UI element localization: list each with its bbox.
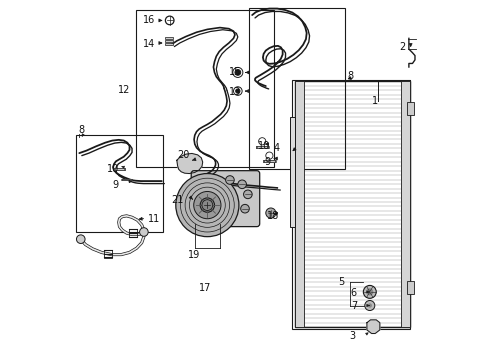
Bar — [264, 160, 275, 162]
Text: 5: 5 — [338, 277, 344, 287]
Text: 14: 14 — [143, 39, 155, 49]
Bar — [115, 168, 124, 170]
Circle shape — [364, 285, 376, 298]
Bar — [115, 168, 124, 170]
Text: 21: 21 — [172, 195, 184, 205]
Circle shape — [236, 89, 240, 93]
Polygon shape — [177, 153, 203, 174]
Text: 8: 8 — [347, 71, 353, 81]
Bar — [129, 229, 137, 237]
Circle shape — [244, 190, 252, 199]
Text: 17: 17 — [199, 283, 212, 293]
Text: 6: 6 — [351, 288, 357, 298]
Text: 3: 3 — [349, 331, 355, 341]
Circle shape — [194, 192, 221, 219]
Text: 10: 10 — [258, 141, 270, 151]
Bar — [76, 135, 163, 232]
Bar — [256, 146, 268, 148]
Text: 18: 18 — [267, 211, 279, 221]
Bar — [407, 102, 414, 115]
Text: 8: 8 — [78, 125, 84, 135]
Text: 13: 13 — [229, 87, 241, 97]
Bar — [257, 146, 268, 148]
Circle shape — [365, 301, 375, 311]
Text: 1: 1 — [372, 96, 378, 106]
Bar — [401, 81, 410, 327]
Bar — [122, 179, 132, 180]
Bar — [166, 40, 173, 42]
FancyBboxPatch shape — [191, 171, 260, 226]
Text: 7: 7 — [351, 301, 357, 311]
Text: 15: 15 — [229, 67, 241, 77]
Circle shape — [76, 235, 85, 243]
Circle shape — [200, 198, 215, 212]
Circle shape — [235, 69, 241, 75]
Bar — [114, 168, 125, 170]
Circle shape — [238, 180, 246, 189]
Bar — [166, 43, 173, 45]
Polygon shape — [367, 320, 380, 333]
Bar — [290, 117, 295, 227]
Circle shape — [140, 228, 148, 236]
Circle shape — [176, 174, 239, 237]
Text: 11: 11 — [148, 215, 160, 224]
Text: 12: 12 — [118, 85, 130, 95]
Bar — [292, 80, 410, 329]
Text: 20: 20 — [177, 150, 189, 160]
Bar — [104, 249, 112, 258]
Bar — [166, 37, 173, 40]
Bar — [122, 179, 131, 180]
Bar — [263, 160, 275, 162]
Bar — [295, 81, 304, 327]
Bar — [122, 179, 132, 180]
Bar — [264, 160, 275, 162]
Text: 2: 2 — [399, 42, 405, 52]
Text: 16: 16 — [143, 15, 155, 26]
Bar — [295, 81, 410, 327]
Bar — [136, 10, 274, 167]
Circle shape — [202, 200, 213, 211]
Text: 9: 9 — [112, 180, 119, 190]
Circle shape — [225, 176, 234, 184]
Bar — [263, 160, 276, 162]
Text: 9: 9 — [265, 157, 271, 167]
Circle shape — [368, 303, 372, 308]
Bar — [248, 8, 345, 169]
Text: 10: 10 — [107, 164, 119, 174]
Circle shape — [366, 288, 373, 296]
Bar — [407, 281, 414, 294]
Bar — [256, 146, 269, 148]
Circle shape — [241, 204, 249, 213]
Circle shape — [266, 208, 276, 218]
Bar — [256, 146, 269, 148]
Text: 4: 4 — [274, 143, 280, 153]
Text: 19: 19 — [188, 250, 200, 260]
